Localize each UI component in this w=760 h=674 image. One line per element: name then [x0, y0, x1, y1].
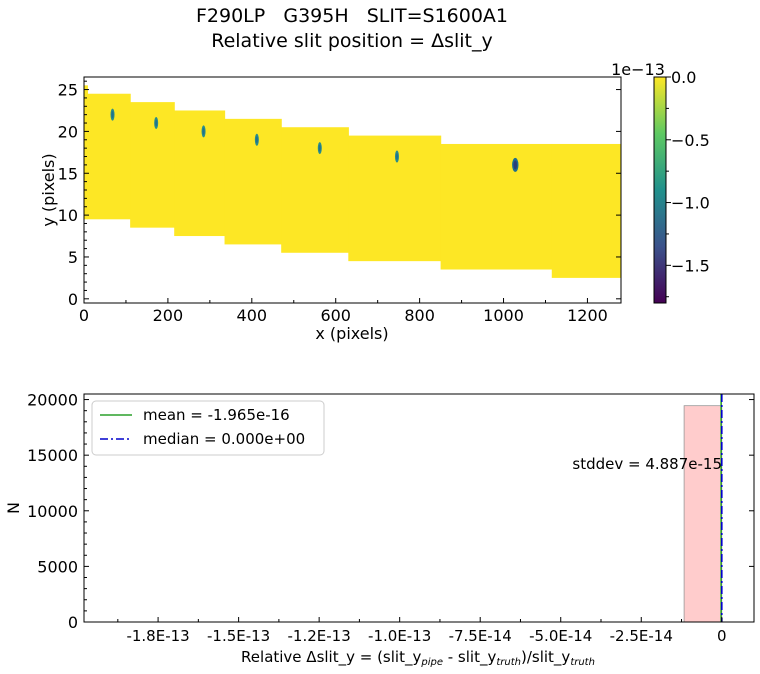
slit-region-step — [281, 127, 349, 253]
histogram-bar — [683, 405, 723, 623]
colorbar-tick-label: 0.0 — [671, 68, 696, 87]
chart-subtitle: Relative slit position = Δslit_y — [211, 30, 493, 52]
slit-position-map: 0 200 400 600 800 1000 1200 0 5 10 15 20 25 x (pixe… — [39, 76, 622, 343]
x-tick-label: -1.8E-13 — [126, 627, 189, 645]
stat-lines — [720, 394, 723, 622]
colorbar-tick-label: −1.0 — [671, 194, 710, 213]
colorbar: 0.0 −0.5 −1.0 −1.5 1e−13 — [611, 60, 710, 304]
slit-region-step — [84, 85, 88, 220]
offset-spot-core — [111, 111, 114, 119]
slit-region-step — [130, 102, 175, 228]
y-tick-label: 10 — [58, 206, 78, 225]
y-axis-label: N — [4, 502, 23, 514]
x-tick-label: 200 — [153, 306, 184, 325]
y-tick-label: 15000 — [27, 446, 78, 465]
legend-box — [91, 400, 325, 456]
heatmap-spots — [110, 108, 519, 172]
y-tick-label: 5 — [68, 248, 78, 267]
offset-spot-core — [513, 160, 518, 170]
stddev-annotation: stddev = 4.887e-15 — [572, 455, 722, 473]
legend-mean-label: mean = -1.965e-16 — [143, 406, 290, 424]
slit-region-step — [551, 143, 621, 278]
heatmap-region — [84, 85, 621, 278]
offset-spot-core — [202, 127, 205, 135]
histogram-bars — [683, 405, 723, 623]
legend: mean = -1.965e-16 median = 0.000e+00 — [91, 400, 325, 456]
y-axis-ticks: 0 5 10 15 20 25 — [58, 81, 621, 309]
x-tick-label: -1.5E-13 — [207, 627, 270, 645]
histogram: -1.8E-13 -1.5E-13 -1.2E-13 -1.0E-13 -7.5E-14… — [4, 391, 755, 668]
x-axis-ticks: 0 200 400 600 800 1000 1200 — [79, 298, 608, 325]
colorbar-tick-label: −0.5 — [671, 131, 710, 150]
slit-region-step — [174, 110, 226, 237]
y-tick-label: 0 — [68, 290, 78, 309]
x-tick-label: 1200 — [567, 306, 608, 325]
x-tick-label: -2.5E-14 — [610, 627, 673, 645]
x-tick-label: -7.5E-14 — [449, 627, 512, 645]
colorbar-offset-label: 1e−13 — [611, 60, 665, 79]
y-tick-label: 5000 — [37, 557, 78, 576]
colorbar-ticks: 0.0 −0.5 −1.0 −1.5 — [666, 68, 710, 298]
x-tick-label: 1000 — [483, 306, 524, 325]
offset-spot-core — [255, 136, 258, 144]
slit-region-step — [348, 135, 442, 262]
offset-spot-core — [395, 153, 398, 161]
colorbar-tick-label: −1.5 — [671, 256, 710, 275]
slit-region-step — [224, 118, 282, 245]
x-tick-label: -1.0E-13 — [368, 627, 431, 645]
x-tick-label: 600 — [320, 306, 351, 325]
histogram-frame — [83, 393, 755, 623]
legend-median-label: median = 0.000e+00 — [143, 430, 305, 448]
y-tick-label: 25 — [58, 81, 78, 100]
x-axis-ticks: -1.8E-13 -1.5E-13 -1.2E-13 -1.0E-13 -7.5E-14… — [117, 617, 727, 645]
x-tick-label: 400 — [237, 306, 268, 325]
x-tick-label: 0 — [79, 306, 89, 325]
x-tick-label: 0 — [717, 627, 727, 645]
slit-region-step — [87, 93, 131, 220]
offset-spot-core — [318, 144, 321, 152]
y-tick-label: 20000 — [27, 391, 78, 410]
x-tick-label: 800 — [404, 306, 435, 325]
y-axis-ticks: 0 5000 10000 15000 20000 — [27, 391, 754, 632]
offset-spot-core — [155, 119, 158, 127]
chart-title: F290LP G395H SLIT=S1600A1 — [195, 5, 509, 27]
x-axis-label: Relative Δslit_y = (slit_ypipe - slit_yt… — [241, 648, 595, 668]
slit-region-step — [440, 143, 553, 270]
y-tick-label: 0 — [68, 613, 78, 632]
x-axis-label: x (pixels) — [315, 324, 388, 343]
y-tick-label: 15 — [58, 164, 78, 183]
y-tick-label: 20 — [58, 122, 78, 141]
y-tick-label: 10000 — [27, 502, 78, 521]
x-tick-label: -5.0E-14 — [529, 627, 592, 645]
y-axis-label: y (pixels) — [39, 153, 58, 226]
colorbar-gradient — [653, 76, 667, 304]
x-tick-label: -1.2E-13 — [288, 627, 351, 645]
